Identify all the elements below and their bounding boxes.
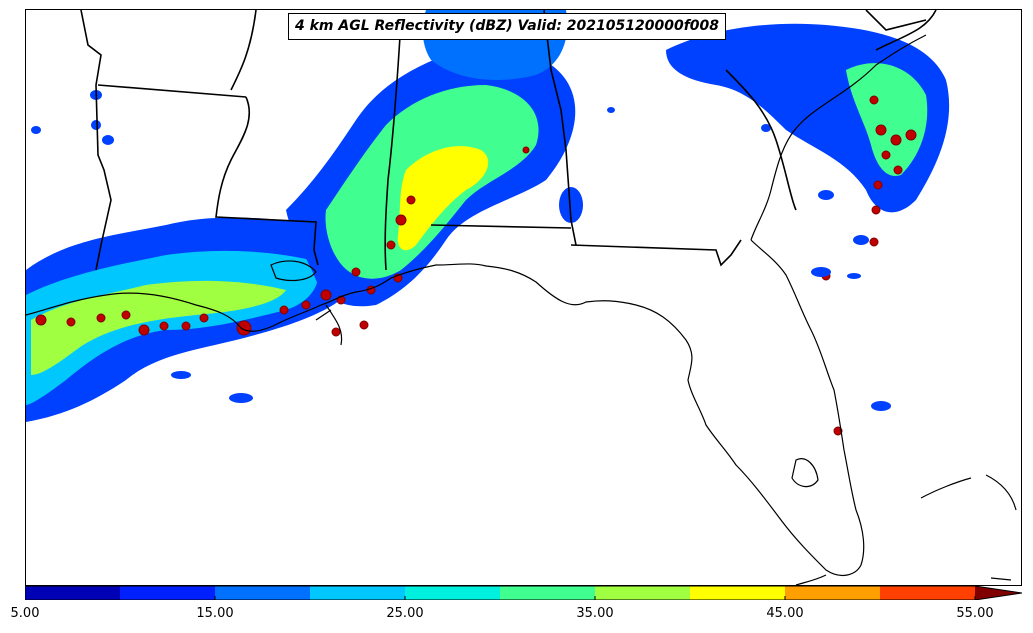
colorbar [25, 586, 1022, 600]
echo [559, 187, 583, 223]
echo [91, 120, 101, 130]
storm-cell [320, 289, 332, 301]
coastlines [26, 34, 1017, 585]
echo-region-east-inner [846, 63, 928, 176]
florida-keys [795, 574, 827, 585]
echo [229, 393, 253, 403]
colorbar-tick-label: 5.00 [10, 606, 40, 621]
storm-cell [121, 310, 131, 320]
atlantic-coast [750, 34, 927, 241]
storm-cell [890, 134, 902, 146]
state-boundaries [80, 10, 937, 271]
gulf-coast [26, 239, 865, 577]
colorbar-tick-label: 15.00 [196, 606, 234, 621]
echo [31, 126, 41, 134]
colorbar-outline [25, 586, 1022, 600]
map-panel [25, 9, 1022, 586]
echo [607, 107, 615, 113]
storm-cell [875, 124, 887, 136]
storm-cell [869, 237, 879, 247]
colorbar-segment [690, 586, 785, 600]
ar-la-border [97, 84, 247, 98]
lake-okeechobee [791, 458, 819, 488]
echo [761, 124, 771, 132]
colorbar-segment [405, 586, 500, 600]
echo [102, 135, 114, 145]
colorbar-segment [880, 586, 975, 600]
storm-cell [893, 165, 903, 175]
storm-cell [359, 320, 369, 330]
nc-coast [875, 10, 937, 51]
echo [853, 235, 869, 245]
storm-cell [159, 321, 169, 331]
storm-cells [35, 95, 917, 436]
map-title: 4 km AGL Reflectivity (dBZ) Valid: 20210… [288, 13, 727, 40]
colorbar-segment [215, 586, 310, 600]
la-ms-border [215, 96, 319, 266]
lake-pontchartrain [270, 260, 317, 282]
echo [171, 371, 191, 379]
colorbar-tick-label: 25.00 [386, 606, 424, 621]
tn-border [230, 10, 257, 91]
tx-la-border [80, 10, 112, 271]
reflectivity-map [26, 10, 1017, 585]
ga-fl-border [570, 239, 742, 267]
ga-sc-border [725, 69, 797, 211]
storm-cell [869, 95, 879, 105]
echo-region-central-core [397, 146, 489, 251]
bahamas [920, 474, 1017, 581]
mississippi-delta [315, 304, 343, 346]
storm-cell [395, 214, 407, 226]
ms-al-border [384, 19, 402, 271]
echo [871, 401, 891, 411]
storm-cell [236, 320, 252, 336]
colorbar-segment [310, 586, 405, 600]
echo [811, 267, 831, 277]
echo [818, 190, 834, 200]
storm-cell [181, 321, 191, 331]
storm-cell [386, 240, 396, 250]
colorbar-tick-label: 55.00 [956, 606, 994, 621]
storm-cell [406, 195, 416, 205]
storm-cell [301, 300, 311, 310]
colorbar-segment [25, 586, 120, 600]
colorbar-segment [500, 586, 595, 600]
storm-cell [871, 205, 881, 215]
colorbar-segment [595, 586, 690, 600]
storm-cell [279, 305, 289, 315]
storm-cell [96, 313, 106, 323]
storm-cell [522, 146, 530, 154]
colorbar-tick-label: 35.00 [576, 606, 614, 621]
storm-cell [833, 426, 843, 436]
storm-cell [138, 324, 150, 336]
al-ga-border [543, 10, 577, 246]
storm-cell [199, 313, 209, 323]
storm-cell [905, 129, 917, 141]
storm-cell [35, 314, 47, 326]
storm-cell [331, 327, 341, 337]
storm-cell [66, 317, 76, 327]
colorbar-tick-label: 45.00 [766, 606, 804, 621]
colorbar-segment [120, 586, 215, 600]
storm-cell [873, 180, 883, 190]
isolated-echoes [31, 90, 891, 411]
echo-region-west-core [31, 280, 286, 375]
storm-cell [351, 267, 361, 277]
colorbar-extend-arrow [975, 586, 1022, 600]
reflectivity-field [26, 10, 950, 436]
storm-cell [881, 150, 891, 160]
colorbar-segment [785, 586, 880, 600]
al-fl-border [430, 224, 572, 229]
sc-nc-border [865, 10, 927, 31]
echo [847, 273, 861, 279]
